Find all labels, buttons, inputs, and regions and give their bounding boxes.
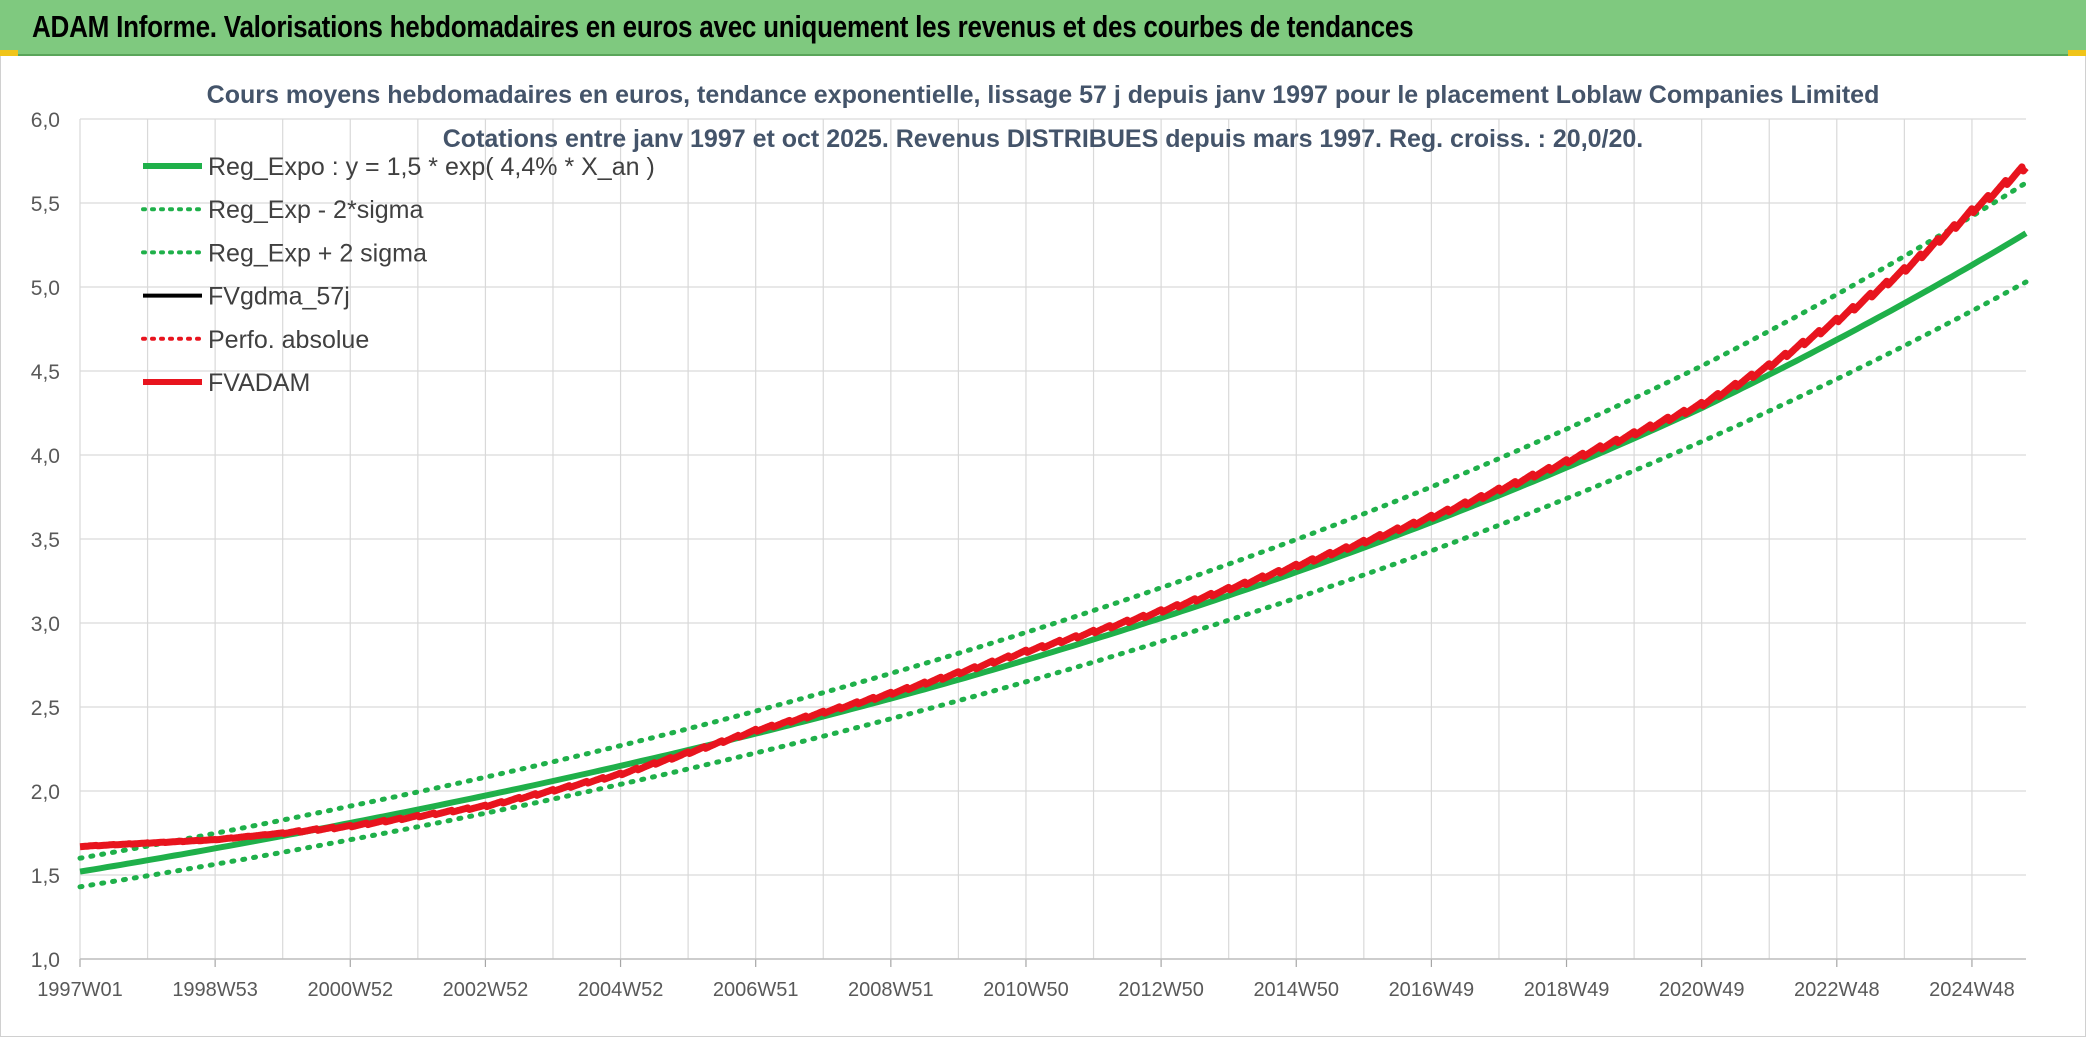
x-tick-label: 2010W50 xyxy=(983,979,1069,1001)
chart-title: Cours moyens hebdomadaires en euros, ten… xyxy=(207,81,1880,109)
series-line xyxy=(77,279,2029,890)
y-tick-label: 4,5 xyxy=(31,361,60,384)
x-tick-label: 1998W53 xyxy=(172,979,258,1001)
series-layer xyxy=(77,163,2029,890)
legend-label: FVADAM xyxy=(208,369,310,397)
legend-label: Reg_Exp + 2 sigma xyxy=(208,239,427,267)
y-tick-label: 6,0 xyxy=(31,109,60,132)
report-banner: ADAM Informe. Valorisations hebdomadaire… xyxy=(0,0,2086,56)
y-tick-label: 5,0 xyxy=(31,277,60,300)
x-tick-label: 1997W01 xyxy=(37,979,123,1001)
y-tick-label: 5,5 xyxy=(31,193,60,216)
x-tick-label: 2004W52 xyxy=(578,979,664,1001)
y-tick-label: 3,5 xyxy=(31,529,60,552)
x-tick-label: 2016W49 xyxy=(1389,979,1475,1001)
x-tick-label: 2022W48 xyxy=(1794,979,1880,1001)
chart-subtitle: Cotations entre janv 1997 et oct 2025. R… xyxy=(443,125,1644,153)
corner-mark-right xyxy=(2068,50,2086,56)
axis-layer: 1,0 1,5 2,0 2,5 3,0 3,5 4,0 4,5 5,0 5,5 6,0 1997W01… xyxy=(31,109,2026,1001)
x-tick-label: 2006W51 xyxy=(713,979,799,1001)
corner-mark-left xyxy=(0,50,18,56)
chart: 1,0 1,5 2,0 2,5 3,0 3,5 4,0 4,5 5,0 5,5 6,0 1997W01… xyxy=(31,81,2029,1001)
grid-layer xyxy=(79,118,2026,960)
x-tick-label: 2008W51 xyxy=(848,979,934,1001)
x-tick-label: 2014W50 xyxy=(1253,979,1339,1001)
x-tick-label: 2018W49 xyxy=(1524,979,1610,1001)
legend-label: Reg_Exp - 2*sigma xyxy=(208,196,423,224)
y-tick-label: 2,5 xyxy=(31,697,60,720)
legend-label: Perfo. absolue xyxy=(208,326,369,354)
x-tick-label: 2020W49 xyxy=(1659,979,1745,1001)
y-tick-label: 3,0 xyxy=(31,613,60,636)
y-tick-label: 1,0 xyxy=(31,949,60,972)
series-line xyxy=(77,163,2029,851)
legend-label: FVgdma_57j xyxy=(208,283,350,311)
legend: Reg_Expo : y = 1,5 * exp( 4,4% * X_an ) R… xyxy=(141,153,655,397)
series-line xyxy=(79,230,2028,875)
y-tick-label: 1,5 xyxy=(31,865,60,888)
x-tick-label: 2024W48 xyxy=(1929,979,2015,1001)
y-tick-label: 4,0 xyxy=(31,445,60,468)
x-tick-label: 2012W50 xyxy=(1118,979,1204,1001)
report-title: ADAM Informe. Valorisations hebdomadaire… xyxy=(32,9,1414,44)
x-tick-label: 2000W52 xyxy=(307,979,393,1001)
series-line xyxy=(77,180,2029,861)
legend-label: Reg_Expo : y = 1,5 * exp( 4,4% * X_an ) xyxy=(208,153,655,181)
x-tick-label: 2002W52 xyxy=(443,979,529,1001)
y-tick-label: 2,0 xyxy=(31,781,60,804)
